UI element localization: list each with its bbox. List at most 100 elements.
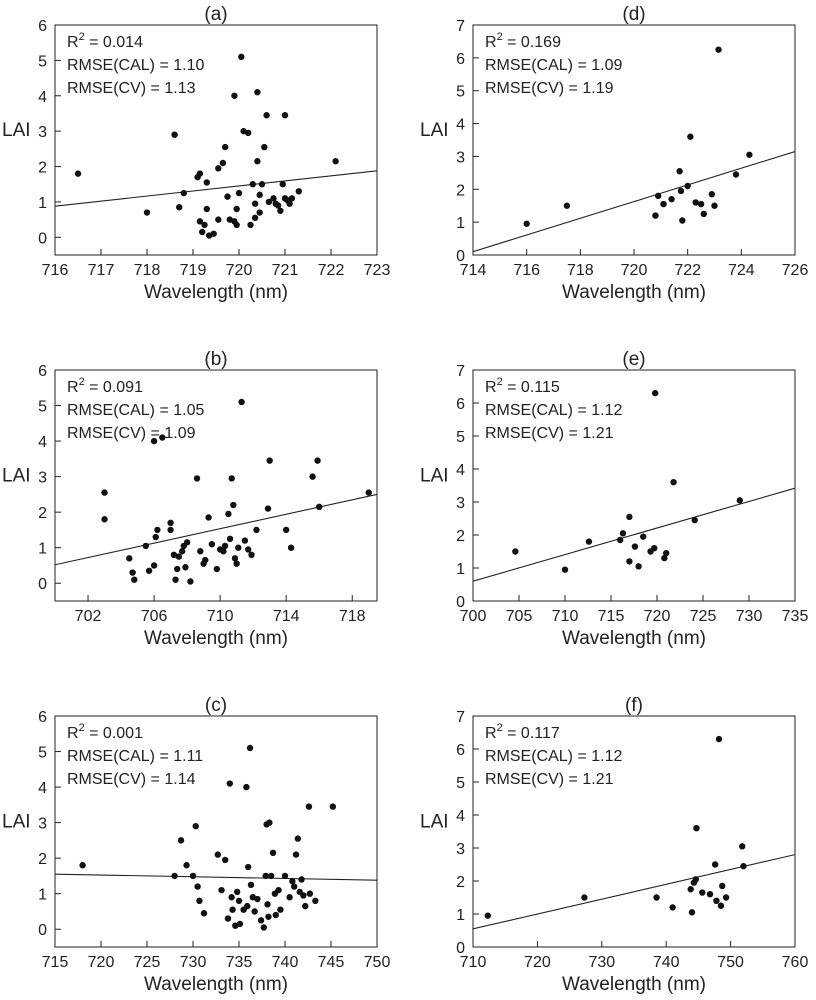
data-point: [177, 837, 185, 844]
y-tick-label: 6: [38, 18, 47, 35]
panel-a: (a) 0 1 2 3 4 5 6 716 717 718 719 720 721 722 723 Wavele…: [2, 4, 390, 303]
data-point: [677, 187, 685, 195]
x-tick-label: 723: [364, 262, 391, 279]
x-tick-label: 725: [134, 954, 161, 971]
data-point: [202, 556, 209, 564]
panel-title: (a): [204, 4, 227, 25]
data-point: [661, 554, 668, 562]
data-point: [281, 872, 289, 880]
x-tick-label: 719: [180, 262, 207, 279]
data-point: [272, 911, 279, 919]
data-point: [244, 902, 251, 910]
data-point: [692, 199, 699, 206]
x-tick-label: 706: [141, 608, 168, 625]
y-tick-label: 5: [456, 775, 465, 792]
panel-title: (b): [204, 349, 227, 370]
rmse-cal-annotation: RMSE(CAL) = 1.05: [67, 402, 204, 419]
y-tick-label: 7: [456, 709, 465, 726]
data-point: [512, 548, 519, 555]
data-point: [222, 856, 229, 864]
y-tick-label: 2: [456, 528, 465, 545]
data-point: [101, 516, 108, 523]
data-point: [231, 555, 239, 562]
data-point: [243, 783, 250, 791]
panel-e: (e) 0 1 2 3 4 5 6 7 700 705 710 715 720 725 730 735 Wavel…: [420, 349, 808, 649]
panel-title: (e): [622, 349, 645, 370]
data-point: [653, 894, 660, 901]
data-point: [171, 131, 178, 138]
data-point: [224, 193, 231, 200]
data-point: [706, 891, 714, 898]
data-point: [213, 565, 221, 573]
data-point: [676, 168, 683, 175]
r-squared-annotation: R2 = 0.169: [485, 31, 561, 51]
data-point: [281, 112, 289, 119]
data-point: [279, 181, 286, 188]
data-point: [561, 566, 569, 573]
data-point: [196, 170, 204, 177]
y-tick-label: 4: [38, 780, 47, 797]
y-tick-label: 3: [456, 495, 465, 512]
y-tick-label: 1: [456, 561, 465, 578]
y-axis-label: LAI: [2, 812, 31, 833]
panel-title: (c): [205, 695, 227, 716]
data-point: [736, 497, 743, 504]
x-axis-label: Wavelength (nm): [144, 974, 288, 995]
y-tick-label: 4: [38, 89, 47, 106]
x-tick-label: 724: [728, 262, 755, 279]
data-point: [264, 901, 271, 908]
x-axis-label: Wavelength (nm): [562, 282, 706, 303]
x-tick-label: 718: [339, 608, 366, 625]
y-tick-label: 4: [456, 808, 465, 825]
x-axis-label: Wavelength (nm): [144, 628, 288, 649]
data-point: [700, 210, 707, 218]
data-point: [265, 913, 272, 920]
data-point: [246, 744, 254, 752]
y-axis-label: LAI: [2, 120, 31, 141]
data-point: [287, 544, 295, 551]
data-point: [172, 576, 179, 583]
data-point: [270, 195, 277, 202]
y-tick-label: 0: [456, 248, 465, 265]
x-tick-label: 710: [552, 608, 579, 625]
data-point: [298, 876, 305, 883]
data-point: [746, 151, 753, 158]
data-point: [196, 218, 204, 225]
y-tick-label: 5: [38, 745, 47, 762]
rmse-cv-annotation: RMSE(CV) = 1.13: [67, 80, 196, 97]
plot-frame: [472, 369, 796, 602]
y-tick-label: 2: [38, 160, 47, 177]
data-point: [218, 886, 225, 894]
regression-line: [473, 150, 795, 253]
data-point: [266, 819, 273, 826]
data-point: [203, 205, 210, 213]
r-squared-annotation: R2 = 0.115: [485, 376, 560, 396]
data-point: [221, 542, 229, 550]
data-point: [264, 505, 272, 512]
data-point: [248, 551, 255, 558]
y-tick-label: 6: [456, 51, 465, 68]
x-tick-label: 740: [272, 954, 299, 971]
data-point: [187, 578, 194, 585]
data-point: [651, 545, 658, 552]
data-point: [253, 526, 260, 534]
data-point: [266, 457, 273, 464]
rmse-cv-annotation: RMSE(CV) = 1.09: [67, 425, 196, 442]
y-tick-label: 6: [38, 709, 47, 726]
data-point: [663, 549, 670, 557]
data-point: [585, 538, 593, 545]
data-point: [152, 533, 159, 541]
data-point: [684, 182, 691, 190]
data-point: [484, 912, 492, 919]
data-point: [711, 861, 719, 868]
data-point: [180, 189, 187, 197]
rmse-cv-annotation: RMSE(CV) = 1.14: [67, 771, 196, 788]
data-point: [192, 822, 199, 830]
data-point: [203, 179, 210, 186]
data-point: [233, 221, 240, 229]
data-point: [247, 881, 255, 889]
data-point: [265, 198, 273, 206]
data-point: [711, 202, 718, 209]
y-tick-label: 3: [38, 470, 47, 487]
x-tick-label: 716: [513, 262, 540, 279]
